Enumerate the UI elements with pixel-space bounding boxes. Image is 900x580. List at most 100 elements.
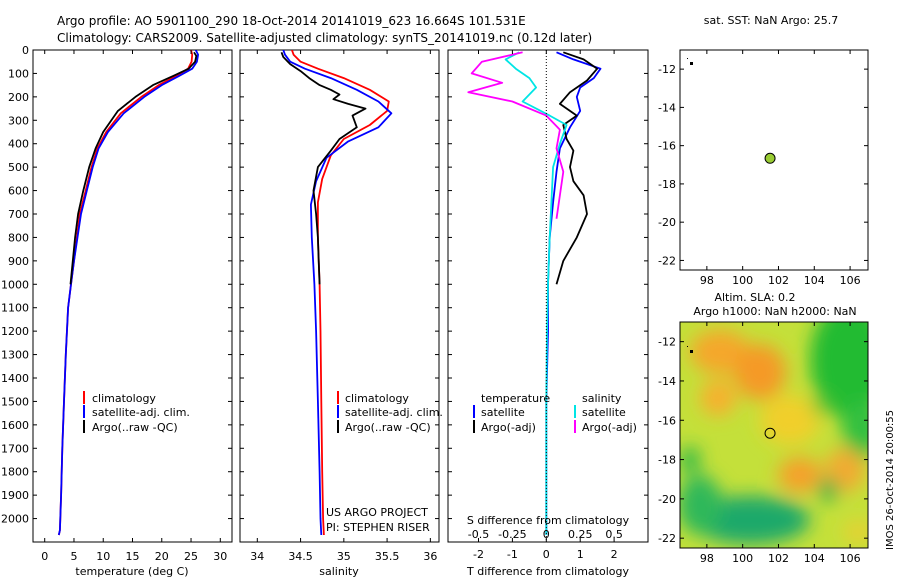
y-tick-label: 500 xyxy=(8,161,29,174)
x-tick-label: 0 xyxy=(41,550,48,563)
map-y-tick-label: -18 xyxy=(658,454,676,467)
map-y-tick-label: -12 xyxy=(658,63,676,76)
sla-map-coast-dot xyxy=(687,346,688,347)
y-tick-label: 1000 xyxy=(1,278,29,291)
sla-cell-orange xyxy=(825,448,865,492)
series-line-satellite-adj-clim- xyxy=(282,50,393,536)
temperature-series xyxy=(57,50,200,536)
map-y-tick-label: -12 xyxy=(658,336,676,349)
map-y-tick-label: -22 xyxy=(658,254,676,267)
x-tick-label: 25 xyxy=(184,550,198,563)
series-line-argo-raw-qc- xyxy=(69,51,198,285)
sla-cell-orange xyxy=(700,380,736,416)
map-x-tick-label: 98 xyxy=(700,274,714,287)
map-x-tick-label: 102 xyxy=(768,552,789,565)
x-tick-label: 36 xyxy=(423,550,437,563)
y-tick-label: 800 xyxy=(8,231,29,244)
sla-map-title-2: Argo h1000: NaN h2000: NaN xyxy=(693,305,856,318)
sla-map-title-1: Altim. SLA: 0.2 xyxy=(714,291,795,304)
map-y-tick-label: -14 xyxy=(658,375,676,388)
y-tick-label: 1700 xyxy=(1,442,29,455)
s-tick-label: 0 xyxy=(543,528,550,541)
s-tick-label: 0.25 xyxy=(568,528,593,541)
difference-panel-frame xyxy=(447,49,649,543)
temperature-xlabel: temperature (deg C) xyxy=(75,565,188,578)
series-line-t-argo-adj- xyxy=(555,51,599,285)
series-line-climatology xyxy=(57,50,194,536)
y-tick-label: 1800 xyxy=(1,466,29,479)
map-y-tick-label: -16 xyxy=(658,414,676,427)
sla-heatmap xyxy=(680,322,868,548)
sla-cell-green xyxy=(680,446,700,474)
temperature-legend: climatology satellite-adj. clim. Argo(..… xyxy=(83,391,190,434)
series-line-satellite-adj-clim- xyxy=(57,50,200,536)
project-annotation: US ARGO PROJECT xyxy=(326,506,428,519)
sla-cell-green xyxy=(842,400,868,460)
map-y-tick-label: -18 xyxy=(658,178,676,191)
x-tick-label: 10 xyxy=(96,550,110,563)
s-tick-label: -0.5 xyxy=(468,528,489,541)
imos-side-label: IMOS 26-Oct-2014 20:00:55 xyxy=(885,410,896,550)
salinity-series xyxy=(280,50,393,536)
sla-cell-green xyxy=(680,475,722,535)
x-tick-label: 2 xyxy=(611,548,618,561)
map-x-tick-label: 98 xyxy=(700,552,714,565)
salinity-legend: climatology satellite-adj. clim. Argo(..… xyxy=(337,391,443,434)
map-x-tick-label: 106 xyxy=(840,274,861,287)
salinity-xlabel: salinity xyxy=(319,565,359,578)
y-tick-label: 1600 xyxy=(1,419,29,432)
map-x-tick-label: 100 xyxy=(732,552,753,565)
map-y-tick-label: -20 xyxy=(658,216,676,229)
temperature-panel-frame xyxy=(32,49,233,543)
sla-cell-green xyxy=(812,395,832,415)
y-tick-label: 300 xyxy=(8,114,29,127)
x-tick-label: 1 xyxy=(577,548,584,561)
map-y-tick-label: -16 xyxy=(658,140,676,153)
y-tick-label: 2000 xyxy=(1,513,29,526)
sla-cell-green xyxy=(818,478,838,502)
sla-cell-yellow xyxy=(760,395,820,445)
x-tick-label: 20 xyxy=(155,550,169,563)
y-tick-label: 1200 xyxy=(1,325,29,338)
sla-cell-yellow xyxy=(844,520,868,544)
difference-legend: temperature satellite Argo(-adj) salinit… xyxy=(473,392,637,434)
legend-s-satellite-label: satellite xyxy=(582,406,626,419)
legend-temperature-title: temperature xyxy=(481,392,550,405)
map-x-tick-label: 102 xyxy=(768,274,789,287)
sla-map-coast-dot xyxy=(690,350,693,353)
map-y-tick-label: -20 xyxy=(658,493,676,506)
series-line-argo-raw-qc- xyxy=(280,51,367,285)
legend-satellite-label: satellite-adj. clim. xyxy=(92,406,190,419)
x-tick-label: -1 xyxy=(507,548,518,561)
y-tick-label: 1300 xyxy=(1,349,29,362)
difference-xlabel-top: S difference from climatology xyxy=(467,514,630,527)
legend-t-satellite-label: satellite xyxy=(481,406,525,419)
x-tick-label: -2 xyxy=(473,548,484,561)
sla-map-frame xyxy=(679,321,869,549)
axis-ticks: 0100200300400500600700800900100011001200… xyxy=(1,44,648,563)
y-tick-label: 1100 xyxy=(1,302,29,315)
header-line-1: Argo profile: AO 5901100_290 18-Oct-2014… xyxy=(57,14,526,28)
difference-xlabel-bottom: T difference from climatology xyxy=(466,565,629,578)
map-x-tick-label: 106 xyxy=(840,552,861,565)
x-tick-label: 34 xyxy=(250,550,264,563)
sla-cell-orange xyxy=(734,344,786,400)
sst-map-coast-dot xyxy=(687,58,688,59)
y-tick-label: 1400 xyxy=(1,372,29,385)
x-tick-label: 30 xyxy=(213,550,227,563)
series-line-climatology xyxy=(291,50,390,536)
argo-position-marker xyxy=(764,152,776,164)
pi-annotation: PI: STEPHEN RISER xyxy=(326,521,430,534)
legend-climatology-label: climatology xyxy=(345,392,409,405)
x-tick-label: 34.5 xyxy=(288,550,313,563)
map-x-tick-label: 104 xyxy=(804,552,825,565)
s-tick-label: 0.5 xyxy=(605,528,623,541)
sla-cell-orange xyxy=(778,457,822,493)
x-tick-label: 35.5 xyxy=(375,550,400,563)
map-marks: 98 100 102 104 106 -12 -14 -16 -18 -20 -22 98 100 102… xyxy=(658,50,868,565)
legend-satellite-label: satellite-adj. clim. xyxy=(345,406,443,419)
x-tick-label: 15 xyxy=(126,550,140,563)
difference-series xyxy=(467,51,602,535)
y-tick-label: 600 xyxy=(8,185,29,198)
